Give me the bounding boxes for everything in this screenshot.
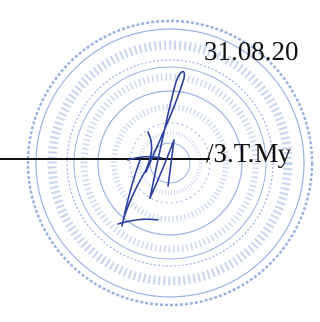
handwritten-signature bbox=[117, 70, 186, 227]
document-date: 31.08.20 bbox=[204, 36, 299, 66]
signature-line bbox=[0, 158, 210, 160]
signatory-name: /З.Т.Му bbox=[206, 138, 292, 168]
round-seal-stamp bbox=[26, 19, 314, 307]
